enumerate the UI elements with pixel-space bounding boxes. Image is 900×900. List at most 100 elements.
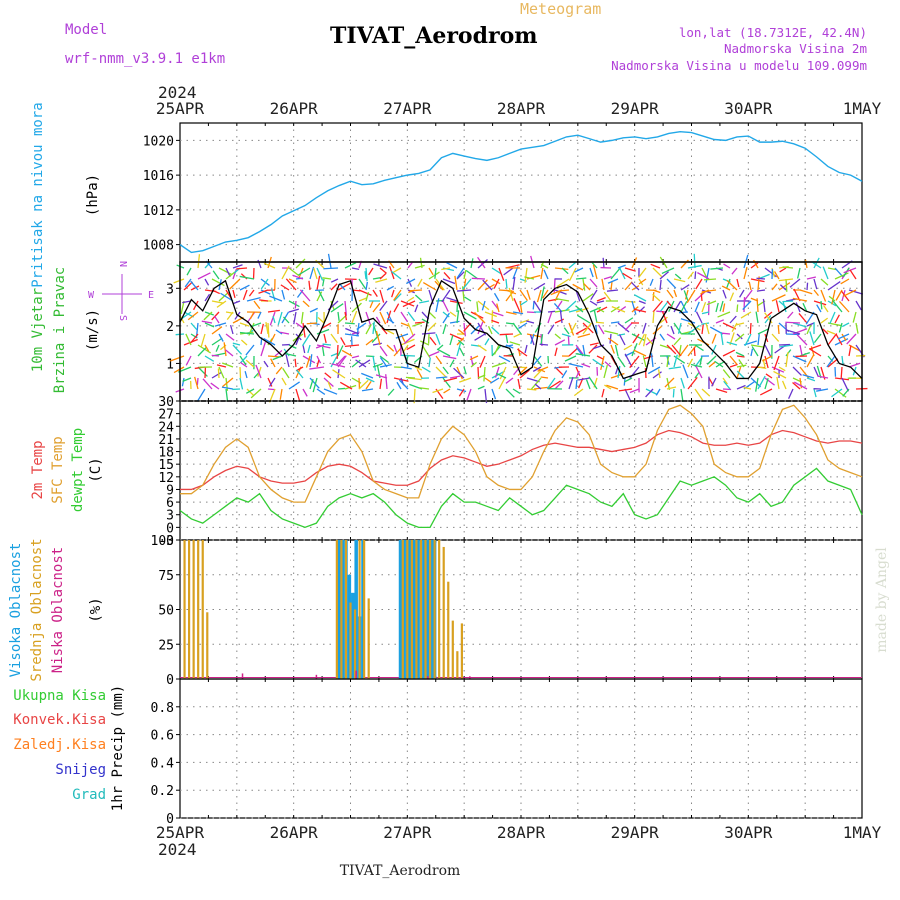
- high-cloud-bar: [412, 540, 416, 679]
- wind-arrow: [356, 322, 360, 337]
- wind-arrow: [505, 377, 514, 384]
- precip-ylabel-group: 1hr Precip (mm): [110, 685, 126, 811]
- wind-arrow: [823, 305, 829, 313]
- wind-arrow: [215, 344, 220, 352]
- wind-arrow: [719, 300, 724, 312]
- y-tick-label: 15: [158, 458, 174, 473]
- wind-arrow: [253, 300, 261, 310]
- wind-arrow: [232, 300, 241, 305]
- wind-arrow: [581, 363, 591, 368]
- wind-arrow: [673, 355, 686, 364]
- wind-arrow: [834, 272, 849, 280]
- wind-arrow: [664, 377, 675, 388]
- y-tick-label: 30: [158, 395, 174, 410]
- wind-arrow: [722, 289, 727, 299]
- wind-arrow: [575, 370, 580, 379]
- wind-arrow: [270, 358, 276, 368]
- wind-compass: N W E S: [88, 261, 154, 321]
- wind-arrow: [223, 342, 227, 357]
- wind-arrow: [470, 355, 474, 367]
- wind-arrow: [441, 289, 451, 303]
- wind-arrow: [701, 311, 710, 315]
- wind-arrow: [610, 306, 620, 313]
- temp-ylabel-dewpt: dewpt Temp: [70, 428, 86, 512]
- wind-arrow: [200, 333, 206, 347]
- wind-arrow: [173, 278, 185, 284]
- wind-arrow: [323, 388, 338, 395]
- wind-arrow: [787, 388, 794, 400]
- wind-arrow: [221, 362, 234, 368]
- wind-arrow: [470, 361, 477, 368]
- wind-arrow: [554, 339, 566, 346]
- wind-arrow: [629, 388, 640, 394]
- wind-arrow: [529, 334, 535, 346]
- wind-arrow: [190, 285, 200, 291]
- wind-arrow: [185, 333, 192, 346]
- wind-arrow: [442, 300, 449, 312]
- wind-arrow: [435, 333, 441, 345]
- wind-arrow: [190, 280, 199, 291]
- wind-arrow: [606, 384, 619, 390]
- wind-arrow: [590, 289, 598, 301]
- wind-arrow: [211, 337, 223, 346]
- wind-arrow: [386, 285, 395, 291]
- wind-arrow: [369, 300, 374, 309]
- wind-arrow: [711, 344, 717, 355]
- mid-cloud-bar: [363, 540, 366, 679]
- wind-arrow: [398, 379, 409, 390]
- wind-arrow: [512, 311, 524, 315]
- wind-arrow: [505, 388, 515, 398]
- wind-arrow: [806, 354, 815, 368]
- wind-arrow: [779, 284, 787, 291]
- wind-arrow: [748, 281, 752, 291]
- wind-arrow: [281, 311, 290, 324]
- wind-arrow: [816, 304, 822, 313]
- high-cloud-bar: [340, 540, 345, 679]
- wind-arrow: [327, 253, 332, 269]
- wind-arrow: [575, 327, 587, 335]
- wind-arrow: [344, 311, 348, 321]
- y-tick-label: 1016: [143, 169, 174, 184]
- pressure-panel: 1008 1012 1016 1020: [143, 122, 863, 263]
- wind-arrow: [575, 353, 591, 357]
- wind-arrow: [524, 276, 535, 280]
- wind-arrow: [385, 374, 388, 390]
- wind-arrow: [673, 322, 682, 335]
- bottom-year-label: 2024: [158, 840, 197, 859]
- wind-arrow: [645, 388, 654, 398]
- wind-arrow: [183, 281, 193, 291]
- temp-ylabel-1-group: 2m Temp: [30, 440, 46, 499]
- wind-arrow: [491, 311, 504, 317]
- wind-arrow: [832, 300, 843, 313]
- compass-east: E: [148, 290, 154, 301]
- wind-arrow: [218, 291, 229, 302]
- wind-arrow: [375, 330, 381, 346]
- wind-arrow: [561, 370, 568, 379]
- wind-arrow: [604, 384, 612, 390]
- wind-arrow: [232, 269, 237, 280]
- wind-arrow: [414, 264, 425, 269]
- wind-arrow: [526, 289, 531, 300]
- wind-arrow: [731, 267, 738, 275]
- wind-arrow: [435, 298, 440, 313]
- wind-arrow: [631, 257, 638, 269]
- wind-arrow: [239, 322, 250, 327]
- wind-arrow: [393, 303, 400, 313]
- wind-arrow: [218, 333, 224, 342]
- wind-arrow: [680, 259, 689, 269]
- wind-arrow: [400, 322, 410, 327]
- wind-arrow: [596, 306, 608, 313]
- wind-arrow: [210, 382, 220, 390]
- y-tick-label: 24: [158, 420, 174, 435]
- wind-arrow: [222, 377, 234, 388]
- wind-arrow: [671, 344, 682, 357]
- wind-arrow: [449, 300, 463, 304]
- wind-arrow: [563, 327, 570, 335]
- wind-arrow: [607, 278, 619, 284]
- wind-arrow: [804, 259, 808, 269]
- wind-arrow: [554, 347, 558, 357]
- wind-arrow: [225, 349, 234, 357]
- cloud-ylabel-1-group: Visoka Oblacnost: [8, 543, 24, 678]
- wind-arrow: [632, 333, 640, 344]
- wind-arrow: [693, 347, 696, 357]
